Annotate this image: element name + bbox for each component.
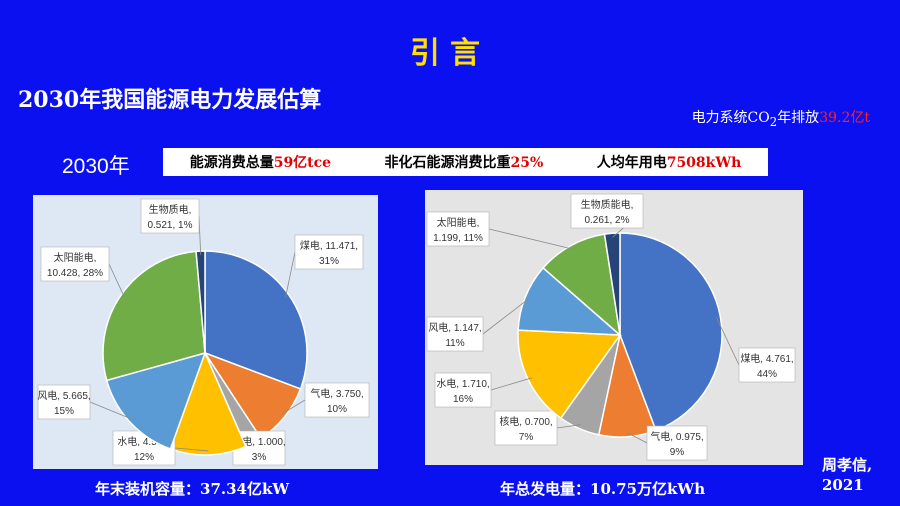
leader-line <box>716 317 740 366</box>
capacity-pie-panel: 煤电, 11.471, 31% 气电, 3.750, 10% 核电, 1.000, 3% 水… <box>33 195 378 469</box>
data-label-box <box>304 382 370 418</box>
data-label: 0.261, 2% <box>584 215 629 226</box>
leader-line <box>488 228 573 250</box>
generation-caption: 年总发电量：10.75万亿kWh <box>500 480 706 498</box>
data-label-box <box>426 316 484 352</box>
data-label: 16% <box>453 394 473 405</box>
data-label: 31% <box>319 256 339 267</box>
leader-line <box>556 424 581 429</box>
pie-slice-6 <box>542 233 622 337</box>
stat-value: 25% <box>510 155 544 171</box>
pie-slice-7 <box>603 232 621 336</box>
pie-slice-1 <box>619 232 723 432</box>
stat-nonfossil-share: 非化石能源消费比重25% <box>385 152 544 172</box>
slide-subtitle: 2030年我国能源电力发展估算 <box>18 87 322 113</box>
data-label: 10% <box>327 404 347 415</box>
pie-slice-6 <box>102 250 206 382</box>
leader-line <box>627 432 648 444</box>
author-name: 周孝信, <box>822 456 873 474</box>
leader-line <box>108 263 125 298</box>
data-label-box <box>40 246 110 282</box>
data-label-box <box>294 234 364 270</box>
data-label: 水电, 1.710, <box>436 377 489 390</box>
data-label: 12% <box>134 452 154 463</box>
data-label-box <box>140 198 200 234</box>
leader-line <box>482 298 530 335</box>
leader-line <box>285 251 296 298</box>
pie-slice-4 <box>517 329 622 420</box>
author-citation: 周孝信, 2021 <box>822 455 872 495</box>
data-label: 生物质电, <box>149 203 192 216</box>
data-label: 生物质能电, <box>581 198 634 211</box>
data-label: 15% <box>54 406 74 417</box>
data-label: 气电, 3.750, <box>310 387 363 400</box>
author-year: 2021 <box>822 476 864 494</box>
data-label: 44% <box>757 369 777 380</box>
data-label-box <box>646 425 708 461</box>
data-label: 3% <box>252 452 267 463</box>
pie-slice-5 <box>517 266 623 336</box>
co2-middle: 年排放 <box>777 110 820 126</box>
data-label: 气电, 0.975, <box>650 430 703 443</box>
stat-label: 人均年用电 <box>596 155 667 171</box>
capacity-pie-chart: 煤电, 11.471,31%气电, 3.750,10%核电, 1.000,3%水… <box>37 198 370 466</box>
stat-value: 7508kWh <box>666 155 742 171</box>
leader-line <box>281 399 306 415</box>
data-label: 核电, 0.700, <box>499 415 552 428</box>
data-label-box <box>738 347 796 383</box>
stat-label: 能源消费总量 <box>189 155 274 171</box>
leader-line <box>490 377 532 391</box>
data-label-box <box>434 372 492 408</box>
stats-bar: 能源消费总量59亿tce 非化石能源消费比重25% 人均年用电7508kWh <box>163 148 768 176</box>
data-label: 太阳能电, <box>54 251 97 264</box>
data-label-box <box>37 384 91 420</box>
co2-value: 39.2亿t <box>819 110 870 126</box>
co2-subscript: 2 <box>769 114 778 129</box>
stat-label: 非化石能源消费比重 <box>384 155 511 171</box>
data-label: 煤电, 4.761, <box>740 352 793 365</box>
data-label-box <box>426 211 490 247</box>
generation-pie-chart: 煤电, 4.761, 44% 气电, 0.975, 9% 核电, 0.700, 7% 水电,… <box>426 193 796 461</box>
stat-value: 59亿tce <box>273 155 332 171</box>
data-label-box <box>494 410 558 446</box>
data-label: 1.199, 11% <box>433 233 483 244</box>
data-label: 0.521, 1% <box>147 220 192 231</box>
slide-title: 引言 <box>410 36 490 71</box>
generation-pie-panel: 煤电, 4.761, 44% 气电, 0.975, 9% 核电, 0.700, 7% 水电,… <box>425 190 803 465</box>
data-label: 风电, 5.665, <box>37 389 90 402</box>
pie-slice-1 <box>204 250 308 390</box>
co2-emission-note: 电力系统CO2年排放39.2亿t <box>692 107 870 129</box>
data-label-box <box>570 193 644 229</box>
data-label: 7% <box>519 432 534 443</box>
data-label: 11% <box>445 338 464 349</box>
data-label: 风电, 1.147, <box>428 321 481 334</box>
capacity-caption: 年末装机容量：37.34亿kW <box>95 480 290 498</box>
stat-energy-total: 能源消费总量59亿tce <box>190 152 331 172</box>
data-label: 太阳能电, <box>437 216 480 229</box>
leader-line <box>89 401 134 421</box>
pie-slice-5 <box>105 351 207 450</box>
co2-prefix: 电力系统CO <box>691 110 770 126</box>
leader-line <box>174 447 209 452</box>
year-label: 2030年 <box>62 155 130 178</box>
stat-per-capita-power: 人均年用电7508kWh <box>597 152 742 172</box>
data-label: 煤电, 11.471, <box>300 239 358 252</box>
data-label: 9% <box>670 447 685 458</box>
data-label: 10.428, 28% <box>47 268 103 279</box>
